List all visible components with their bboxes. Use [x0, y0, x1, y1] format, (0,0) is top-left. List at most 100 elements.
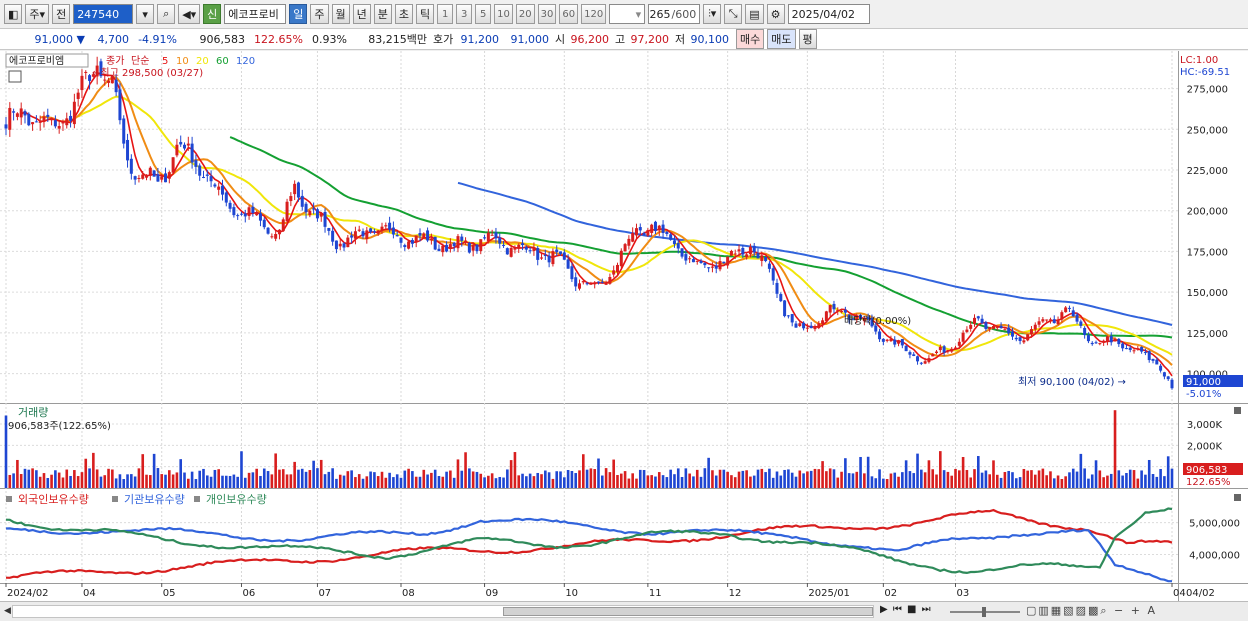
volume-bar: [745, 470, 748, 488]
buy-button[interactable]: 매수: [736, 29, 765, 49]
volume-bar: [289, 474, 293, 488]
candle-body: [1071, 310, 1075, 317]
interval-5-button[interactable]: 5: [475, 4, 492, 24]
search-icon[interactable]: ⌕: [157, 4, 176, 24]
candle-body: [145, 174, 149, 178]
candle-body: [824, 311, 828, 321]
scroll-track[interactable]: [12, 605, 874, 618]
period-second-button[interactable]: 초: [394, 4, 414, 24]
period-weekly-button[interactable]: 주: [310, 4, 329, 24]
candle-body: [194, 160, 198, 167]
volume-bar: [1068, 472, 1071, 488]
volume-bar: [859, 456, 862, 488]
volume-bar: [992, 460, 995, 488]
count-field[interactable]: 265/600: [648, 4, 701, 24]
volume-bar: [771, 477, 775, 488]
period-tick-button[interactable]: 틱: [416, 4, 435, 24]
interval-30-button[interactable]: 30: [537, 4, 557, 24]
candle-body: [1029, 329, 1033, 335]
candle-body: [198, 165, 202, 176]
interval-120-button[interactable]: 120: [581, 4, 607, 24]
volume-bar: [1098, 470, 1102, 488]
volume-bar: [1159, 469, 1162, 488]
candle-body: [710, 266, 714, 268]
sell-button[interactable]: 매도: [767, 29, 796, 49]
interval-60-button[interactable]: 60: [559, 4, 579, 24]
candle-body: [505, 248, 509, 255]
interval-dropdown[interactable]: ▾: [609, 4, 646, 24]
scroll-thumb[interactable]: [503, 607, 873, 616]
price-change-pct: -4.91%: [138, 32, 177, 46]
candle-body: [726, 256, 730, 266]
interval-1-button[interactable]: 1: [437, 4, 454, 24]
grid-icon: [8, 70, 22, 83]
volume-bar: [528, 473, 532, 488]
scroll-left-icon[interactable]: ◀: [4, 606, 11, 616]
high-label: 고: [615, 33, 626, 46]
candle-body: [676, 243, 680, 249]
legend-ma-120: 120: [236, 56, 255, 67]
ex-dividend-annotation: 배당락(0.00%): [844, 315, 911, 327]
stock-code-input[interactable]: 247540: [73, 4, 134, 24]
interval-3-button[interactable]: 3: [456, 4, 473, 24]
date-field[interactable]: 2025/04/02: [787, 4, 870, 24]
candle-body: [308, 210, 312, 216]
candle-body: [608, 276, 612, 284]
volume-bar: [885, 479, 889, 488]
candle-body: [931, 354, 935, 357]
candle-body: [118, 89, 122, 121]
candle-body: [794, 323, 798, 328]
volume-bar: [122, 479, 126, 488]
candle-body: [57, 126, 61, 129]
candle-body: [312, 208, 316, 210]
sound-icon[interactable]: ◀▾: [178, 4, 201, 24]
gear-icon[interactable]: ⚙: [766, 4, 785, 24]
code-dropdown-icon[interactable]: ▾: [136, 4, 155, 24]
prev-button[interactable]: 전: [52, 4, 71, 24]
candle-body: [1067, 307, 1071, 309]
volume-bar: [589, 468, 593, 488]
chart-settings-button[interactable]: ◧: [4, 4, 23, 24]
open-price: 96,200: [570, 32, 610, 46]
volume-bar: [775, 471, 779, 488]
volume-bar: [730, 475, 733, 488]
candle-body: [1109, 335, 1113, 343]
period-daily-button[interactable]: 일: [289, 4, 308, 24]
candle-body: [1136, 348, 1140, 350]
volume-bar: [1052, 478, 1056, 488]
candle-body: [615, 264, 619, 273]
volume-bar: [361, 478, 365, 488]
interval-20-button[interactable]: 20: [515, 4, 535, 24]
volume-bar: [779, 475, 783, 488]
volume-bar: [187, 478, 190, 488]
candle-body: [703, 263, 707, 266]
candle-body: [437, 248, 441, 251]
zoom-slider[interactable]: [950, 607, 1020, 617]
volume-bar: [802, 473, 805, 488]
period-monthly-button[interactable]: 월: [331, 4, 350, 24]
average-button[interactable]: 평: [798, 29, 817, 49]
candle-body: [874, 325, 878, 332]
volume-bar: [688, 473, 691, 488]
save-icon[interactable]: ▤: [745, 4, 764, 24]
period-minute-button[interactable]: 분: [373, 4, 392, 24]
volume-bar: [692, 476, 695, 488]
volume-bar: [582, 454, 585, 488]
period-yearly-button[interactable]: 년: [352, 4, 371, 24]
candle-type-icon[interactable]: ⫶▾: [703, 4, 722, 24]
candle-body: [813, 326, 817, 330]
volume-bar: [76, 476, 80, 488]
interval-10-button[interactable]: 10: [494, 4, 513, 24]
volume-bar: [532, 476, 536, 488]
chart-tool-icons[interactable]: ▢▥▦▧▨▩⌕ − + A: [1026, 604, 1157, 617]
playback-controls[interactable]: ▶ ⏮ ■ ⏭: [880, 604, 932, 615]
volume-bar: [832, 469, 836, 488]
candle-body: [72, 101, 76, 125]
legend-ma-10: 10: [176, 56, 189, 67]
drawing-tool-icon[interactable]: ⤡: [724, 4, 743, 24]
candle-body: [15, 113, 19, 117]
candle-body: [760, 255, 764, 261]
market-select[interactable]: 주 ▾: [25, 4, 50, 24]
candle-body: [69, 115, 73, 121]
volume-bar: [376, 476, 380, 488]
